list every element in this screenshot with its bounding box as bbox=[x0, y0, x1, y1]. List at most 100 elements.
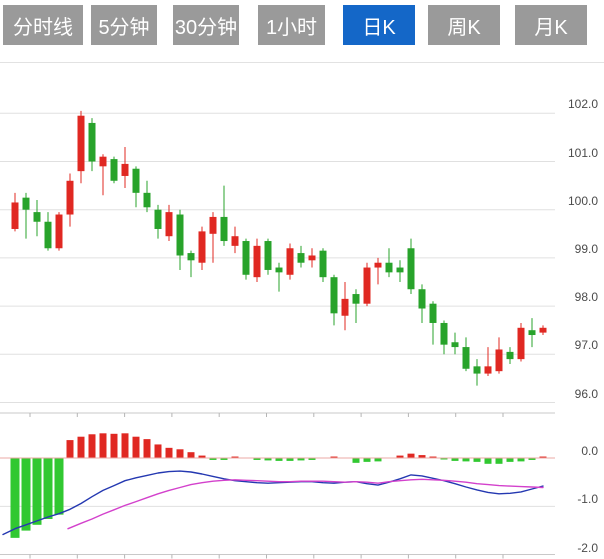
candle-body bbox=[473, 366, 481, 374]
macd-histogram-bar bbox=[308, 458, 316, 460]
candle-body bbox=[341, 298, 349, 316]
macd-histogram-bar bbox=[484, 458, 492, 464]
macd-histogram-bar bbox=[187, 452, 195, 458]
candle-body bbox=[407, 248, 415, 290]
price-axis-label: 100.0 bbox=[567, 193, 598, 208]
macd-histogram-bar bbox=[10, 458, 20, 538]
macd-histogram-bar bbox=[99, 433, 107, 458]
macd-histogram-bar bbox=[21, 458, 31, 531]
candle-body bbox=[528, 330, 536, 336]
candle-body bbox=[418, 289, 426, 309]
candle-body bbox=[539, 327, 547, 333]
interval-tabbar: 分时线 5分钟 30分钟 1小时 日K 周K 月K bbox=[0, 0, 604, 62]
dif-line bbox=[2, 470, 544, 536]
macd-histogram-bar bbox=[473, 458, 481, 462]
macd-histogram-bar bbox=[231, 456, 239, 459]
macd-histogram-bar bbox=[77, 436, 85, 458]
macd-histogram-bar bbox=[198, 455, 206, 458]
candle-body bbox=[429, 303, 437, 323]
macd-histogram-bar bbox=[132, 436, 140, 458]
tab-daily-k[interactable]: 日K bbox=[343, 5, 415, 45]
candle-body bbox=[319, 250, 327, 278]
candle-body bbox=[187, 253, 195, 261]
tab-1hour[interactable]: 1小时 bbox=[258, 5, 325, 45]
macd-histogram-bar bbox=[154, 444, 162, 458]
macd-histogram-bar bbox=[297, 458, 305, 461]
candle-body bbox=[495, 349, 503, 372]
tab-5min[interactable]: 5分钟 bbox=[91, 5, 157, 45]
candle-body bbox=[165, 212, 173, 237]
macd-histogram-bar bbox=[220, 458, 228, 460]
macd-histogram-bar bbox=[66, 440, 74, 458]
candle-body bbox=[242, 241, 250, 275]
candle-body bbox=[77, 115, 85, 172]
candle-body bbox=[374, 262, 382, 268]
candle-body bbox=[88, 122, 96, 162]
macd-histogram-bar bbox=[32, 458, 42, 525]
macd-histogram-bar bbox=[286, 458, 294, 461]
macd-histogram-bar bbox=[352, 458, 360, 463]
candle-body bbox=[484, 366, 492, 374]
macd-histogram-bar bbox=[253, 458, 261, 460]
candle-body bbox=[462, 347, 470, 369]
candle-body bbox=[253, 245, 261, 278]
candle-body bbox=[385, 262, 393, 273]
macd-histogram-bar bbox=[363, 458, 371, 462]
macd-histogram-bar bbox=[495, 458, 503, 464]
candle-body bbox=[308, 255, 316, 261]
macd-histogram-bar bbox=[54, 458, 64, 515]
macd-histogram-bar bbox=[451, 458, 459, 461]
macd-histogram-bar bbox=[275, 458, 283, 461]
candle-body bbox=[363, 267, 371, 304]
candle-body bbox=[176, 214, 184, 256]
candle-body bbox=[121, 163, 129, 176]
price-axis-label: 97.0 bbox=[574, 338, 598, 353]
macd-histogram-bar bbox=[429, 456, 437, 459]
candle-body bbox=[33, 212, 41, 222]
candle-body bbox=[506, 351, 514, 360]
macd-histogram-bar bbox=[143, 439, 151, 458]
tab-weekly-k[interactable]: 周K bbox=[428, 5, 500, 45]
macd-histogram-bar bbox=[176, 449, 184, 458]
candle-body bbox=[286, 248, 294, 275]
candle-body bbox=[396, 267, 404, 273]
macd-histogram-bar bbox=[264, 458, 272, 461]
candle-body bbox=[517, 327, 525, 360]
candle-body bbox=[198, 231, 206, 263]
candle-body bbox=[264, 241, 272, 270]
macd-axis-label: -2.0 bbox=[577, 540, 598, 555]
candle-body bbox=[66, 180, 74, 215]
candle-body bbox=[209, 216, 217, 234]
macd-histogram-bar bbox=[462, 458, 470, 462]
macd-histogram-bar bbox=[528, 458, 536, 460]
tab-timeline[interactable]: 分时线 bbox=[3, 5, 83, 45]
macd-histogram-bar bbox=[330, 456, 338, 459]
macd-histogram-bar bbox=[43, 458, 53, 519]
candle-body bbox=[22, 197, 30, 210]
macd-histogram-bar bbox=[165, 447, 173, 458]
tab-monthly-k[interactable]: 月K bbox=[515, 5, 587, 45]
dea-line bbox=[67, 478, 544, 530]
macd-histogram-bar bbox=[374, 458, 382, 462]
candle-body bbox=[154, 209, 162, 229]
candle-body bbox=[99, 156, 107, 167]
candle-body bbox=[143, 192, 151, 208]
macd-histogram-bar bbox=[396, 455, 404, 458]
candle-body bbox=[297, 253, 305, 263]
candle-body bbox=[440, 322, 448, 345]
tab-30min[interactable]: 30分钟 bbox=[173, 5, 239, 45]
candle-body bbox=[11, 202, 19, 229]
macd-histogram-bar bbox=[407, 453, 415, 458]
candle-body bbox=[231, 236, 239, 246]
macd-histogram-bar bbox=[517, 458, 525, 462]
candle-body bbox=[330, 277, 338, 314]
macd-histogram-bar bbox=[110, 433, 118, 458]
macd-histogram-bar bbox=[506, 458, 514, 462]
candle-body bbox=[220, 216, 228, 242]
macd-histogram-bar bbox=[88, 434, 96, 458]
price-axis-label: 101.0 bbox=[567, 145, 598, 160]
candle-body bbox=[132, 168, 140, 193]
price-axis-label: 96.0 bbox=[574, 386, 598, 401]
price-axis-label: 102.0 bbox=[567, 97, 598, 112]
